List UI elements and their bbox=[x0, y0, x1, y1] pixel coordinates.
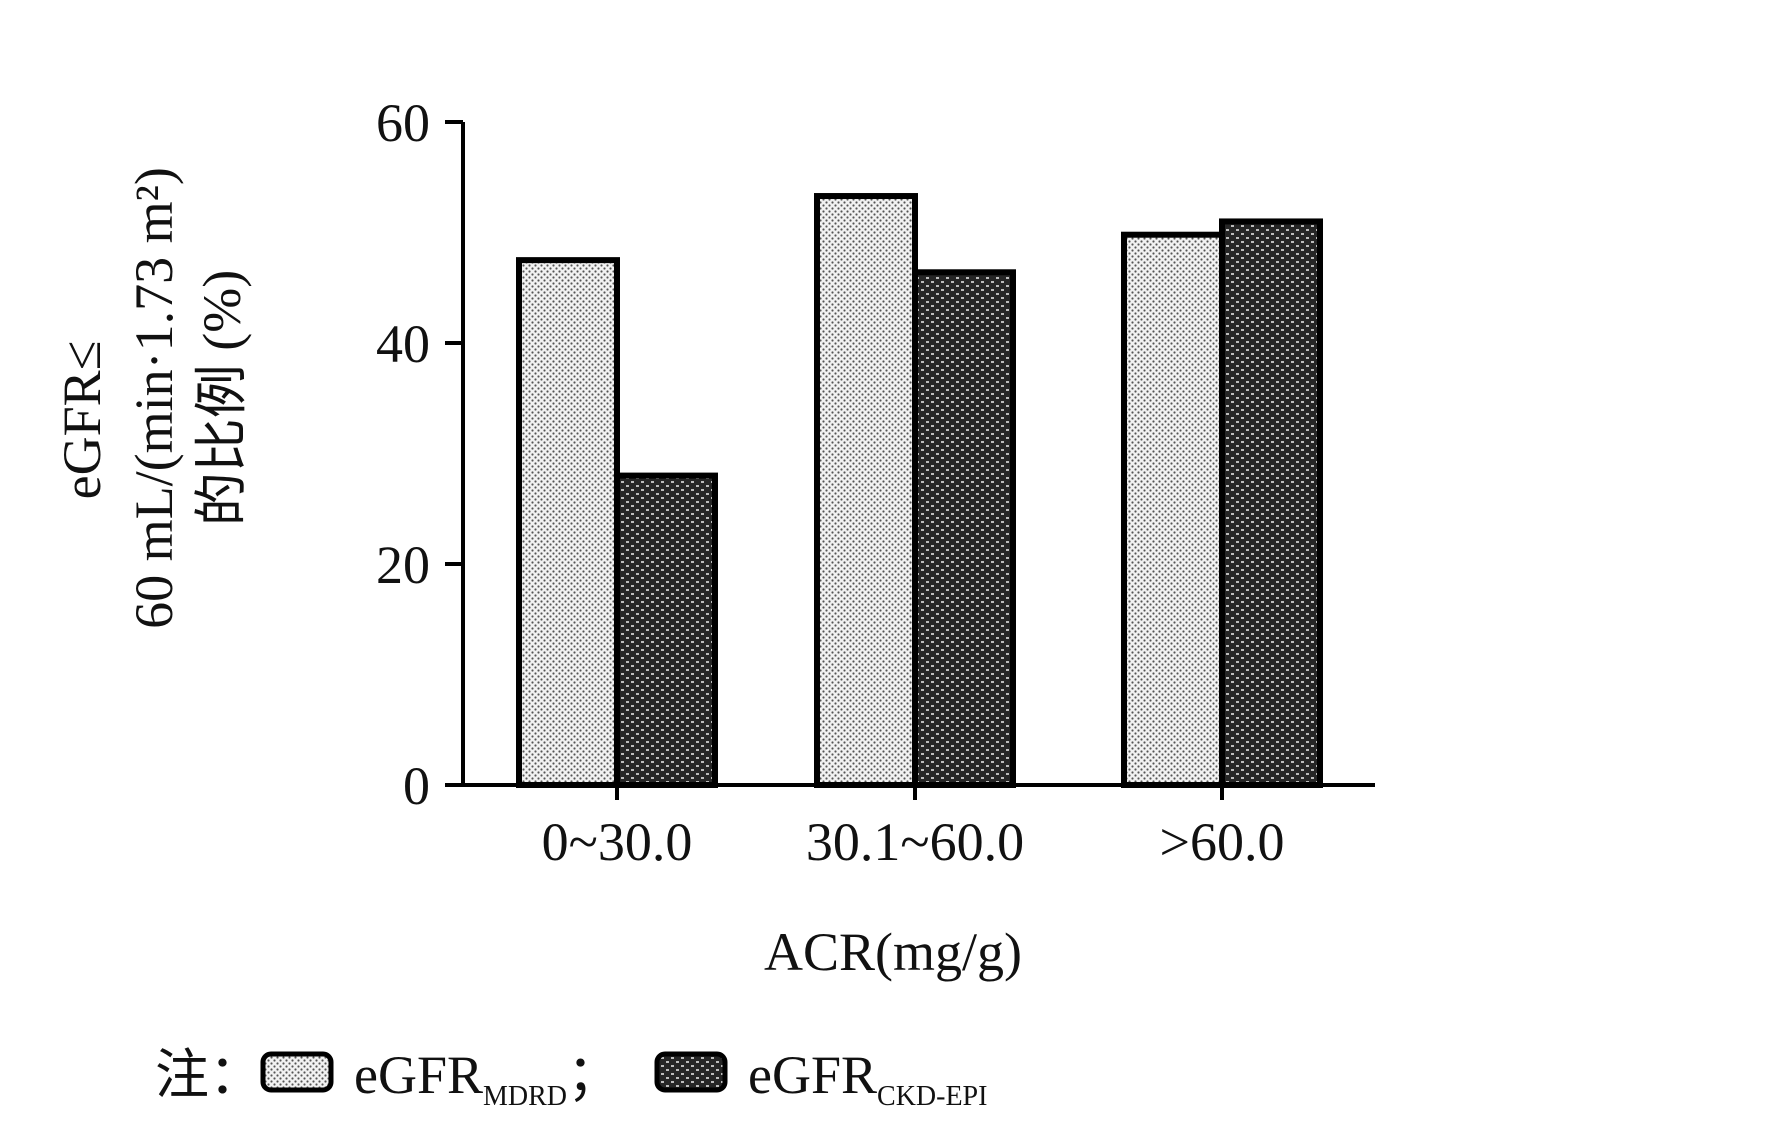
y-axis-label-line-3: 的比例 (%) bbox=[192, 270, 252, 526]
y-tick-label: 20 bbox=[376, 535, 430, 595]
x-tick-label: >60.0 bbox=[1160, 812, 1285, 872]
legend-swatch-mdrd bbox=[260, 1051, 334, 1093]
note-prefix: 注： bbox=[155, 1045, 263, 1105]
x-ticks: 0~30.0 30.1~60.0 >60.0 bbox=[542, 785, 1285, 872]
bar-mdrd-1 bbox=[814, 193, 918, 789]
bar-mdrd-0 bbox=[516, 257, 620, 788]
legend-swatch-ckd-epi bbox=[654, 1051, 728, 1093]
bar-mdrd-2 bbox=[1121, 231, 1225, 788]
bars-group bbox=[516, 193, 1323, 789]
y-axis-label-line-2: 60 mL/(min·1.73 m²) bbox=[124, 167, 184, 629]
bar-ckd-epi-0 bbox=[614, 472, 718, 788]
y-tick-label: 40 bbox=[376, 314, 430, 374]
legend-label-mdrd-sub: MDRD bbox=[483, 1081, 567, 1112]
legend: 注： eGFRMDRD； eGFRCKD-EPI bbox=[155, 1045, 987, 1112]
x-axis-label: ACR(mg/g) bbox=[764, 922, 1022, 982]
legend-label-ckd-epi-sub: CKD-EPI bbox=[877, 1081, 987, 1112]
y-tick-label: 0 bbox=[403, 756, 430, 816]
bar-ckd-epi-2 bbox=[1219, 218, 1323, 788]
bar-ckd-epi-1 bbox=[912, 269, 1016, 788]
x-tick-label: 0~30.0 bbox=[542, 812, 693, 872]
legend-label-ckd-epi: eGFRCKD-EPI bbox=[748, 1045, 987, 1112]
y-ticks: 0 20 40 60 bbox=[376, 93, 463, 816]
y-tick-label: 60 bbox=[376, 93, 430, 153]
y-axis-label: eGFR≤ 60 mL/(min·1.73 m²) 的比例 (%) bbox=[52, 167, 252, 629]
legend-label-mdrd-main: eGFR bbox=[354, 1045, 483, 1105]
legend-label-ckd-epi-main: eGFR bbox=[748, 1045, 877, 1105]
legend-label-mdrd: eGFRMDRD； bbox=[354, 1045, 621, 1112]
legend-separator: ； bbox=[567, 1045, 621, 1105]
y-axis-label-line-1: eGFR≤ bbox=[52, 341, 112, 500]
x-tick-label: 30.1~60.0 bbox=[806, 812, 1024, 872]
